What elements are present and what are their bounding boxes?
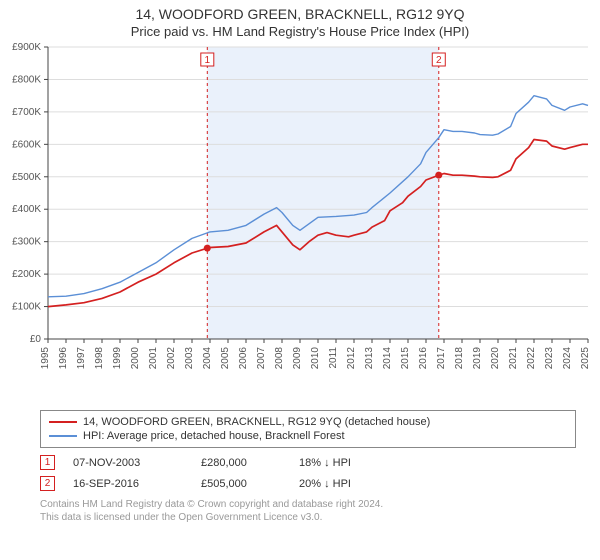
svg-text:£700K: £700K: [12, 107, 41, 118]
svg-text:2000: 2000: [130, 347, 141, 370]
attribution-line: Contains HM Land Registry data © Crown c…: [40, 498, 576, 511]
legend-label: HPI: Average price, detached house, Brac…: [83, 430, 345, 442]
event-marker: 2: [40, 476, 55, 491]
svg-text:2003: 2003: [184, 347, 195, 370]
svg-text:2010: 2010: [310, 347, 321, 370]
svg-text:2025: 2025: [580, 347, 591, 370]
svg-text:2001: 2001: [148, 347, 159, 370]
svg-text:2023: 2023: [544, 347, 555, 370]
legend-item: 14, WOODFORD GREEN, BRACKNELL, RG12 9YQ …: [49, 415, 567, 429]
svg-text:2017: 2017: [436, 347, 447, 370]
svg-text:1997: 1997: [76, 347, 87, 370]
page-root: 14, WOODFORD GREEN, BRACKNELL, RG12 9YQ …: [0, 0, 600, 524]
svg-text:2021: 2021: [508, 347, 519, 370]
event-date: 07-NOV-2003: [73, 457, 183, 469]
svg-text:£100K: £100K: [12, 302, 41, 313]
legend: 14, WOODFORD GREEN, BRACKNELL, RG12 9YQ …: [40, 410, 576, 448]
svg-text:£0: £0: [30, 334, 42, 345]
event-marker: 1: [40, 455, 55, 470]
event-price: £505,000: [201, 478, 281, 490]
svg-text:£600K: £600K: [12, 139, 41, 150]
svg-text:1995: 1995: [40, 347, 51, 370]
svg-text:2002: 2002: [166, 347, 177, 370]
svg-text:2009: 2009: [292, 347, 303, 370]
svg-text:£200K: £200K: [12, 269, 41, 280]
svg-text:2015: 2015: [400, 347, 411, 370]
event-table: 1 07-NOV-2003 £280,000 18% ↓ HPI 2 16-SEP-201…: [40, 452, 576, 494]
svg-text:1999: 1999: [112, 347, 123, 370]
chart-area: £0 £100K £200K £300K £400K £500K £600K £700K £80…: [0, 39, 600, 404]
svg-text:2020: 2020: [490, 347, 501, 370]
svg-text:2024: 2024: [562, 347, 573, 370]
svg-text:2018: 2018: [454, 347, 465, 370]
chart-titles: 14, WOODFORD GREEN, BRACKNELL, RG12 9YQ …: [0, 0, 600, 39]
svg-text:2014: 2014: [382, 347, 393, 370]
svg-text:2007: 2007: [256, 347, 267, 370]
svg-text:2022: 2022: [526, 347, 537, 370]
svg-text:2008: 2008: [274, 347, 285, 370]
svg-text:2006: 2006: [238, 347, 249, 370]
legend-label: 14, WOODFORD GREEN, BRACKNELL, RG12 9YQ …: [83, 416, 430, 428]
svg-text:2019: 2019: [472, 347, 483, 370]
svg-text:2: 2: [436, 55, 442, 66]
svg-text:2012: 2012: [346, 347, 357, 370]
attribution-line: This data is licensed under the Open Gov…: [40, 511, 576, 524]
svg-text:2004: 2004: [202, 347, 213, 370]
event-delta: 20% ↓ HPI: [299, 478, 389, 490]
attribution: Contains HM Land Registry data © Crown c…: [40, 498, 576, 524]
svg-text:£800K: £800K: [12, 74, 41, 85]
svg-text:2016: 2016: [418, 347, 429, 370]
event-date: 16-SEP-2016: [73, 478, 183, 490]
legend-swatch: [49, 421, 77, 423]
svg-text:1996: 1996: [58, 347, 69, 370]
svg-text:2005: 2005: [220, 347, 231, 370]
svg-text:£500K: £500K: [12, 172, 41, 183]
chart-subtitle: Price paid vs. HM Land Registry's House …: [0, 24, 600, 39]
svg-text:£300K: £300K: [12, 237, 41, 248]
svg-text:1998: 1998: [94, 347, 105, 370]
legend-item: HPI: Average price, detached house, Brac…: [49, 429, 567, 443]
svg-text:£400K: £400K: [12, 204, 41, 215]
price-chart: £0 £100K £200K £300K £400K £500K £600K £700K £80…: [0, 39, 600, 399]
svg-text:£900K: £900K: [12, 42, 41, 53]
event-price: £280,000: [201, 457, 281, 469]
svg-text:2011: 2011: [328, 347, 339, 369]
svg-text:1: 1: [205, 55, 211, 66]
event-delta: 18% ↓ HPI: [299, 457, 389, 469]
svg-text:2013: 2013: [364, 347, 375, 370]
event-row: 1 07-NOV-2003 £280,000 18% ↓ HPI: [40, 452, 576, 473]
legend-swatch: [49, 435, 77, 437]
event-row: 2 16-SEP-2016 £505,000 20% ↓ HPI: [40, 473, 576, 494]
chart-title: 14, WOODFORD GREEN, BRACKNELL, RG12 9YQ: [0, 6, 600, 22]
